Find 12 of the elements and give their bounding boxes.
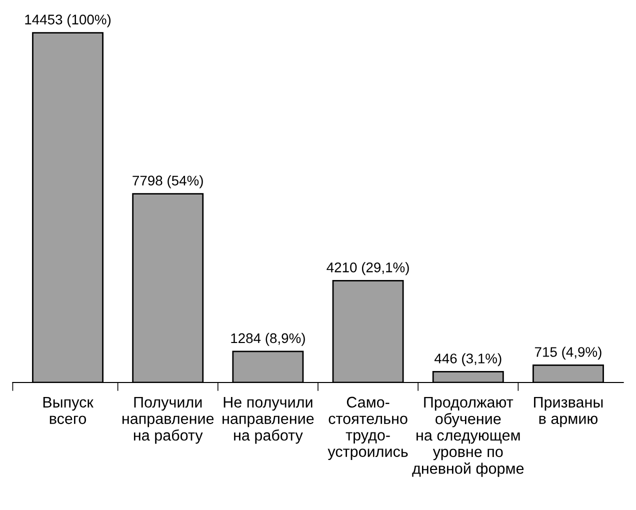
data-label: 1284 (8,9%): [231, 332, 305, 346]
x-tick-label: Призваны в армию: [534, 396, 603, 428]
data-label: 4210 (29,1%): [326, 262, 409, 276]
x-tick-label: Выпуск всего: [43, 396, 94, 424]
data-label: 446 (3,1%): [434, 353, 502, 366]
x-tick-label: Получили направление на работу: [122, 396, 214, 444]
x-tick-label: Продолжают обучение на следующем уровне по дневной форме: [412, 396, 524, 477]
x-tick-label: Само- стоятельно трудо- устроились: [328, 396, 408, 460]
data-label: 715 (4,9%): [534, 346, 602, 360]
data-label: 14453 (100%): [25, 14, 111, 28]
data-label: 7798 (54%): [132, 175, 203, 188]
x-tick-label: Не получили направление на работу: [222, 396, 314, 444]
